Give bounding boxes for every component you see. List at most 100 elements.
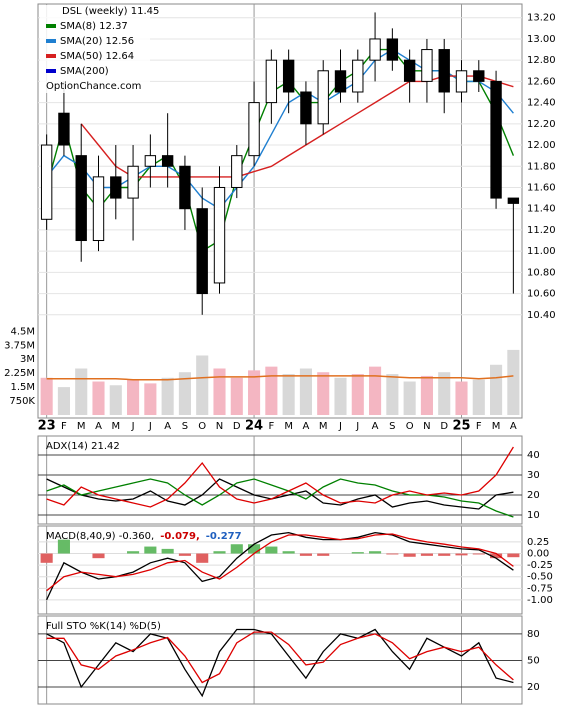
x-tick-label: A bbox=[303, 421, 310, 432]
annotation: -0.079, bbox=[160, 531, 200, 542]
x-tick-label: A bbox=[164, 421, 171, 432]
x-tick-label: A bbox=[372, 421, 379, 432]
legend-label: SMA(20) 12.56 bbox=[60, 36, 134, 47]
volume-bar bbox=[230, 377, 243, 415]
y-tick-label: 10.60 bbox=[527, 289, 556, 300]
legend-label: SMA(200) bbox=[60, 66, 109, 77]
candle-body bbox=[369, 38, 381, 61]
series-line bbox=[46, 628, 514, 698]
x-tick-label: M bbox=[111, 421, 120, 432]
x-tick-label: J bbox=[148, 421, 152, 432]
x-tick-label: F bbox=[476, 421, 482, 432]
candle-body bbox=[231, 155, 243, 188]
candle-body bbox=[455, 70, 468, 93]
y-tick-label: 10.80 bbox=[527, 267, 556, 278]
legend-swatch bbox=[46, 54, 56, 58]
histogram-bar bbox=[420, 553, 433, 556]
histogram-bar bbox=[317, 553, 330, 556]
y-tick-label: 13.00 bbox=[527, 34, 556, 45]
y-tick-label: 0.25 bbox=[527, 537, 549, 548]
candle-body bbox=[473, 70, 485, 82]
chart-title: DSL (weekly) 11.45 bbox=[62, 6, 159, 17]
candle-body bbox=[507, 197, 520, 204]
x-tick-label: M bbox=[77, 421, 86, 432]
y-tick-label: 12.60 bbox=[527, 76, 556, 87]
x-tick-label: 24 bbox=[245, 419, 263, 434]
x-tick-label: N bbox=[423, 421, 430, 432]
x-tick-label: M bbox=[492, 421, 501, 432]
volume-bar bbox=[403, 381, 416, 415]
legend-swatch bbox=[46, 24, 56, 28]
x-tick-label: M bbox=[319, 421, 328, 432]
y-tick-label: 3.75M bbox=[4, 340, 35, 351]
candle-body bbox=[386, 38, 399, 61]
candle-body bbox=[282, 59, 295, 93]
y-tick-label: 10.40 bbox=[527, 310, 556, 321]
legend-swatch bbox=[46, 69, 56, 73]
histogram-bar bbox=[213, 551, 226, 554]
adx-panel bbox=[37, 435, 523, 525]
volume-bar bbox=[299, 368, 312, 415]
candle-body bbox=[403, 59, 416, 82]
x-tick-label: J bbox=[338, 421, 342, 432]
histogram-bar bbox=[265, 546, 278, 554]
candle-body bbox=[248, 102, 260, 157]
y-tick-label: 20 bbox=[527, 682, 540, 693]
x-tick-label: J bbox=[355, 421, 359, 432]
x-tick-label: F bbox=[268, 421, 274, 432]
y-tick-label: 4.5M bbox=[10, 326, 35, 337]
legend-label: SMA(50) 12.64 bbox=[60, 51, 134, 62]
volume-bar bbox=[109, 385, 122, 415]
candle-body bbox=[334, 70, 347, 93]
y-tick-label: 2.25M bbox=[4, 368, 35, 379]
y-tick-label: 3M bbox=[20, 354, 35, 365]
x-tick-label: J bbox=[131, 421, 135, 432]
histogram-bar bbox=[57, 539, 70, 554]
series-line bbox=[46, 446, 514, 508]
x-tick-label: 25 bbox=[452, 419, 470, 434]
y-tick-label: 13.20 bbox=[527, 13, 556, 24]
candle-body bbox=[179, 165, 191, 210]
x-tick-label: D bbox=[233, 421, 241, 432]
series-line bbox=[46, 478, 514, 510]
volume-bar bbox=[490, 364, 503, 415]
series-line bbox=[46, 631, 514, 684]
legend-swatch bbox=[46, 39, 56, 43]
x-tick-label: N bbox=[216, 421, 223, 432]
candle-body bbox=[317, 70, 329, 125]
candle-body bbox=[58, 112, 70, 146]
x-tick-label: O bbox=[198, 421, 206, 432]
y-tick-label: 12.00 bbox=[527, 140, 556, 151]
price-panel bbox=[37, 3, 523, 419]
histogram-bar bbox=[248, 544, 261, 554]
y-tick-label: 750K bbox=[9, 396, 35, 407]
candle-body bbox=[92, 176, 105, 242]
histogram-bar bbox=[282, 551, 295, 554]
y-tick-label: 10 bbox=[527, 510, 540, 521]
candle-body bbox=[75, 155, 87, 242]
volume-bar bbox=[196, 355, 209, 415]
candle-body bbox=[265, 59, 278, 104]
series-line bbox=[46, 533, 514, 592]
x-tick-label: M bbox=[284, 421, 293, 432]
candle-body bbox=[161, 155, 174, 167]
candle-body bbox=[213, 186, 226, 284]
histogram-bar bbox=[455, 553, 468, 556]
y-tick-label: -0.75 bbox=[527, 583, 553, 594]
histogram-bar bbox=[178, 553, 191, 556]
histogram-bar bbox=[403, 553, 416, 557]
volume-bar bbox=[75, 368, 88, 415]
x-tick-label: F bbox=[61, 421, 67, 432]
histogram-bar bbox=[127, 551, 140, 554]
y-tick-label: 11.40 bbox=[527, 204, 556, 215]
y-tick-label: -0.50 bbox=[527, 572, 553, 583]
x-tick-label: 23 bbox=[38, 419, 56, 434]
y-tick-label: 40 bbox=[527, 450, 540, 461]
volume-bar bbox=[282, 374, 295, 415]
volume-bar bbox=[369, 366, 382, 415]
volume-bar bbox=[92, 381, 105, 415]
volume-bar bbox=[351, 374, 364, 415]
y-tick-label: -1.00 bbox=[527, 595, 553, 606]
y-tick-label: 12.80 bbox=[527, 55, 556, 66]
